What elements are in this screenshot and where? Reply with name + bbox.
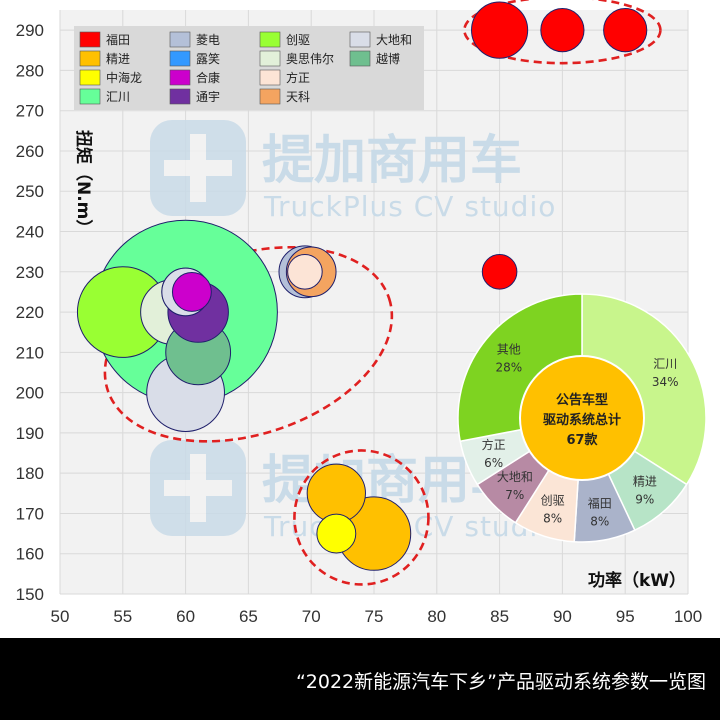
- legend-swatch: [259, 31, 281, 48]
- pie-slice-name: 创驱: [541, 493, 565, 507]
- legend-label: 大地和: [376, 33, 412, 47]
- legend-swatch: [169, 31, 191, 48]
- pie-slice-name: 其他: [497, 342, 521, 356]
- legend-label: 福田: [106, 32, 130, 47]
- watermark-logo: [150, 440, 246, 536]
- y-tick-label: 180: [16, 464, 44, 483]
- x-tick-label: 75: [365, 607, 384, 626]
- caption-bar: “2022新能源汽车下乡”产品驱动系统参数一览图: [0, 638, 720, 720]
- y-tick-label: 230: [16, 263, 44, 282]
- legend-label: 精进: [106, 52, 130, 66]
- y-tick-label: 210: [16, 343, 44, 362]
- bubble-0-2: [603, 8, 648, 53]
- bubble-2-0: [316, 513, 357, 554]
- legend-label: 合康: [196, 70, 220, 85]
- watermark-subtitle: TruckPlus CV studio: [263, 190, 556, 223]
- pie-slice-name: 精进: [633, 474, 657, 488]
- pie-center-text: 驱动系统总计: [543, 412, 621, 428]
- pie-slice-name: 福田: [588, 495, 612, 510]
- pie-slice-percent: 9%: [635, 492, 654, 506]
- x-tick-label: 65: [239, 607, 258, 626]
- y-tick-label: 190: [16, 424, 44, 443]
- legend-label: 通宇: [196, 90, 220, 104]
- legend-swatch: [169, 69, 191, 86]
- x-tick-label: 85: [490, 607, 509, 626]
- legend-swatch: [259, 88, 281, 105]
- highlight-ellipse: [463, 0, 662, 65]
- x-tick-label: 90: [553, 607, 572, 626]
- y-tick-label: 170: [16, 504, 44, 523]
- legend-swatch: [79, 88, 101, 105]
- watermark-title: 提加商用车: [262, 131, 522, 191]
- legend-swatch: [259, 69, 281, 86]
- y-tick-label: 160: [16, 545, 44, 564]
- legend-swatch: [79, 50, 101, 67]
- pie-slice-percent: 7%: [505, 488, 524, 502]
- x-tick-label: 95: [616, 607, 635, 626]
- legend-label: 越博: [376, 51, 400, 66]
- y-tick-label: 260: [16, 142, 44, 161]
- y-tick-label: 240: [16, 223, 44, 242]
- legend-label: 奥思伟尔: [286, 51, 334, 66]
- x-tick-label: 70: [302, 607, 321, 626]
- y-tick-label: 200: [16, 384, 44, 403]
- highlight-ellipses: [103, 0, 662, 586]
- axis-ticks: 50 55 60 65 70 75 80 85 90 95 100 150 160 170 180 190 20…: [16, 21, 703, 626]
- pie-slice-percent: 6%: [484, 456, 503, 470]
- pie-slice-name: 汇川: [653, 357, 677, 371]
- y-tick-label: 270: [16, 102, 44, 121]
- legend-label: 露笑: [196, 51, 220, 66]
- legend-swatch: [79, 69, 101, 86]
- legend-label: 方正: [286, 70, 310, 85]
- pie-slice-percent: 8%: [590, 514, 609, 528]
- legend-swatch: [169, 50, 191, 67]
- y-tick-label: 290: [16, 21, 44, 40]
- bubble-0-0: [471, 1, 529, 59]
- pie-slice-name: 大地和: [497, 470, 533, 484]
- watermark-logo: [150, 120, 246, 216]
- legend-swatch: [259, 50, 281, 67]
- x-tick-label: 60: [176, 607, 195, 626]
- pie-center-disk: [519, 355, 645, 481]
- x-tick-label: 50: [51, 607, 70, 626]
- highlight-ellipse: [293, 449, 430, 586]
- bubble-layer: [76, 1, 648, 571]
- bubble-10-0: [287, 254, 323, 290]
- x-axis-title: 功率（kW）: [588, 570, 686, 591]
- legend-label: 菱电: [196, 33, 220, 47]
- legend-swatch: [349, 31, 371, 48]
- bubble-6-0: [171, 271, 212, 312]
- pie-slice-percent: 28%: [495, 360, 522, 374]
- y-tick-label: 280: [16, 61, 44, 80]
- bubble-0-3: [481, 254, 518, 290]
- pie-chart: 汇川 34% 精进 9% 福田 8% 创驱 8% 大地和 7% 方正 6% 其他 28% 公告车型驱动系统总…: [457, 293, 707, 543]
- pie-slice-percent: 34%: [652, 375, 679, 389]
- legend-swatch: [169, 88, 191, 105]
- pie-center-text: 67款: [566, 432, 598, 448]
- x-tick-label: 80: [427, 607, 446, 626]
- legend-label: 天科: [286, 90, 310, 104]
- caption-text: “2022新能源汽车下乡”产品驱动系统参数一览图: [295, 671, 706, 693]
- pie-slice-name: 方正: [482, 437, 506, 452]
- y-tick-label: 150: [16, 585, 44, 604]
- x-tick-label: 100: [674, 607, 702, 626]
- y-tick-label: 220: [16, 303, 44, 322]
- highlight-ellipse: [103, 245, 394, 443]
- bubble-0-1: [540, 8, 585, 53]
- pie-center-text: 公告车型: [556, 392, 608, 408]
- legend-label: 创驱: [286, 33, 310, 47]
- legend-label: 中海龙: [106, 70, 142, 85]
- x-tick-label: 55: [113, 607, 132, 626]
- pie-slice-percent: 8%: [543, 511, 562, 525]
- legend-swatch: [349, 50, 371, 67]
- legend-label: 汇川: [106, 90, 130, 104]
- legend-swatch: [79, 31, 101, 48]
- y-tick-label: 250: [16, 182, 44, 201]
- y-axis-title: 扭矩（N.m）: [73, 130, 94, 236]
